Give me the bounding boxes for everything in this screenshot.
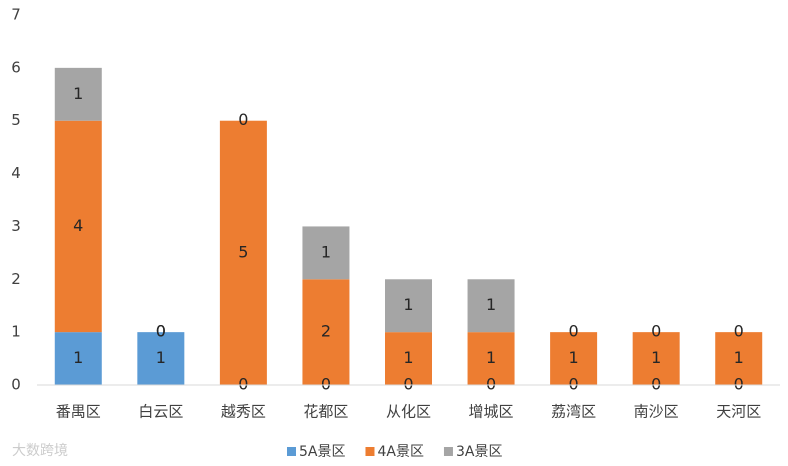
legend: 5A景区 4A景区 3A景区: [287, 444, 502, 460]
y-tick-label: 5: [11, 111, 21, 129]
legend-swatch: [365, 447, 375, 456]
data-label: 0: [734, 322, 744, 341]
bar-segment: [467, 279, 515, 333]
data-label: 0: [486, 375, 496, 394]
x-tick-label: 荔湾区: [551, 403, 596, 421]
data-label: 1: [156, 348, 166, 367]
y-tick-label: 6: [11, 58, 21, 76]
y-tick-label: 0: [11, 376, 21, 394]
data-label: 0: [651, 322, 661, 341]
data-label: 4: [73, 216, 83, 235]
data-label: 1: [321, 242, 331, 261]
bar-segment: [302, 279, 350, 385]
x-tick-label: 花都区: [303, 403, 348, 421]
x-tick-label: 从化区: [386, 403, 431, 421]
y-tick-label: 1: [11, 323, 21, 341]
data-label: 1: [569, 348, 579, 367]
data-label: 0: [156, 322, 166, 341]
x-tick-label: 越秀区: [221, 403, 266, 421]
bar-segment: [54, 120, 102, 333]
y-tick-label: 2: [11, 270, 21, 288]
data-label: 1: [73, 348, 83, 367]
data-label: 0: [321, 375, 331, 394]
x-tick-label: 增城区: [469, 403, 514, 421]
data-label: 0: [569, 375, 579, 394]
x-tick-label: 白云区: [138, 403, 183, 421]
bar-segment: [137, 332, 185, 385]
data-label: 1: [403, 295, 413, 314]
data-label: 2: [321, 322, 331, 341]
data-label: 1: [486, 295, 496, 314]
x-tick-label: 天河区: [716, 403, 761, 421]
data-label: 0: [569, 322, 579, 341]
legend-swatch: [443, 447, 453, 456]
x-tick-label: 番禺区: [56, 403, 101, 421]
data-label: 5: [238, 242, 248, 261]
bar-segment: [385, 279, 432, 333]
data-label: 1: [73, 84, 83, 103]
data-label: 0: [403, 375, 413, 394]
x-tick-label: 南沙区: [634, 403, 679, 421]
data-label: 1: [734, 348, 744, 367]
y-tick-label: 3: [11, 217, 21, 235]
data-label: 0: [156, 322, 166, 341]
bar-segment: [219, 120, 267, 385]
bar-segment: [54, 332, 102, 385]
legend-label: 3A景区: [456, 444, 502, 460]
data-label: 1: [403, 348, 413, 367]
bar-segment: [550, 332, 598, 385]
data-label: 0: [734, 375, 744, 394]
data-label: 0: [651, 375, 661, 394]
legend-label: 5A景区: [299, 444, 345, 460]
bar-segment: [715, 332, 763, 385]
data-label: 1: [486, 348, 496, 367]
legend-label: 4A景区: [377, 444, 423, 460]
data-label: 0: [238, 110, 248, 129]
data-label: 0: [238, 375, 248, 394]
y-tick-label: 4: [11, 164, 21, 182]
bar-segment: [54, 67, 102, 121]
legend-swatch: [287, 447, 296, 456]
watermark: 大数跨境: [12, 443, 68, 459]
bar-segment: [632, 332, 680, 385]
data-label: 1: [651, 348, 661, 367]
bar-segment: [385, 332, 432, 385]
bar-segment: [467, 332, 515, 385]
bar-segment: [302, 226, 350, 280]
y-tick-label: 7: [11, 6, 21, 24]
